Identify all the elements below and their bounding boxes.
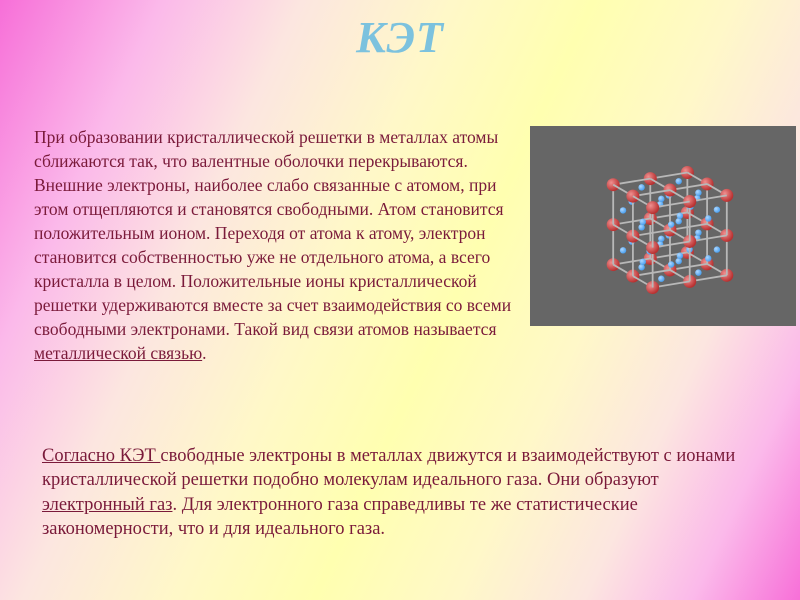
electron-node [705,255,711,261]
electron-node [640,219,646,225]
electron-node [675,178,681,184]
electron-node [658,196,664,202]
electron-node [705,215,711,221]
crystal-lattice-diagram [530,126,796,326]
electron-node [640,259,646,265]
slide-title: КЭТ [0,12,800,63]
p2-link-ket: Согласно КЭТ [42,446,160,466]
electron-node [638,264,644,270]
electron-node [658,276,664,282]
electron-node [658,236,664,242]
electron-node [695,269,701,275]
electron-node [677,253,683,259]
electron-node [714,246,720,252]
p1-post: . [202,343,206,363]
paragraph-1: При образовании кристаллической решетки … [34,126,514,366]
electron-node [695,190,701,196]
electron-node [668,261,674,267]
electron-node [675,258,681,264]
p2-link-electron-gas: электронный газ [42,495,172,515]
electron-node [620,207,626,213]
electron-node [638,224,644,230]
paragraph-2: Согласно КЭТ свободные электроны в метал… [42,444,762,542]
electron-node [695,229,701,235]
electron-node [638,184,644,190]
electron-node [677,213,683,219]
slide: КЭТ При образовании кристаллической реше… [0,0,800,600]
electron-node [675,218,681,224]
ion-node [646,201,659,214]
ion-node [607,178,620,191]
electron-node [714,206,720,212]
p1-link-metallic-bond: металлической связью [34,343,202,363]
electron-node [620,247,626,253]
p1-text: При образовании кристаллической решетки … [34,127,511,339]
electron-node [668,221,674,227]
lattice-svg [530,126,796,326]
